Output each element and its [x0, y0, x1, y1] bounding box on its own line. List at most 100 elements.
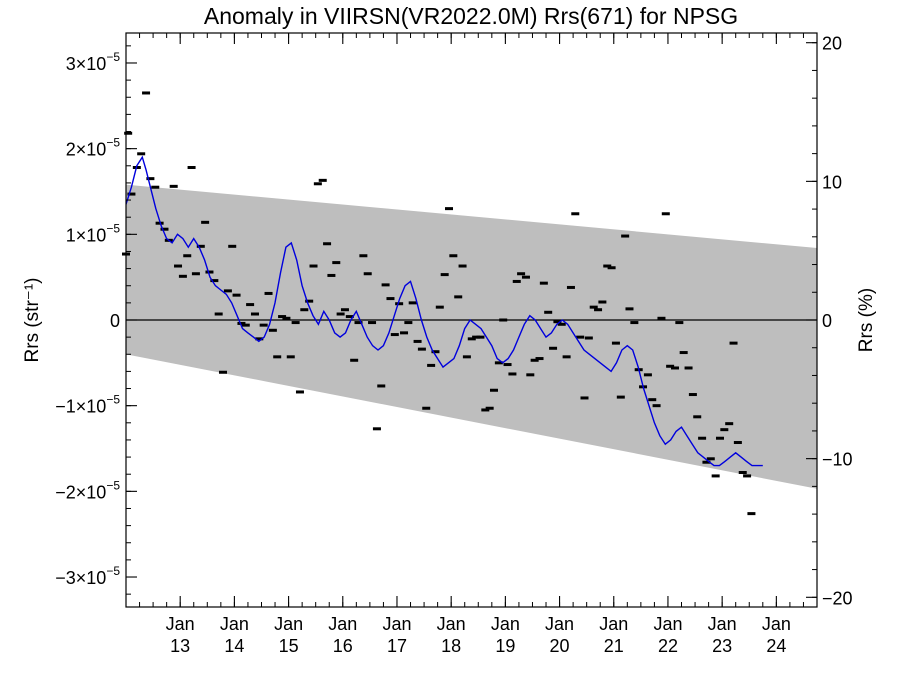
data-point	[449, 254, 458, 258]
data-point	[264, 291, 273, 295]
data-point	[688, 393, 697, 397]
data-point	[611, 341, 620, 345]
data-point	[431, 350, 440, 354]
y-left-tick-label: 3×10−5	[66, 50, 121, 74]
data-point	[241, 323, 250, 327]
data-point	[625, 307, 634, 311]
data-point	[435, 305, 444, 309]
data-point	[512, 279, 521, 283]
data-point	[137, 152, 146, 156]
data-point	[743, 474, 752, 478]
running-mean-line	[126, 155, 763, 467]
data-point	[422, 406, 431, 410]
data-point	[517, 272, 526, 276]
x-tick-label-month: Jan	[382, 614, 411, 634]
data-point	[390, 333, 399, 337]
y-left-tick-label: −2×10−5	[55, 478, 120, 502]
data-point	[210, 279, 219, 283]
x-tick-label-month: Jan	[653, 614, 682, 634]
data-point	[503, 363, 512, 367]
data-point	[363, 272, 372, 276]
data-point	[549, 346, 558, 350]
data-point	[738, 470, 747, 474]
y-left-tick-label: 2×10−5	[66, 136, 121, 160]
data-point	[657, 316, 666, 320]
x-tick-label-year: 17	[387, 636, 407, 656]
data-point	[305, 299, 314, 303]
data-point	[652, 404, 661, 408]
data-point	[309, 264, 318, 268]
data-point	[544, 310, 553, 314]
x-tick-label-year: 21	[604, 636, 624, 656]
x-tick-label-month: Jan	[166, 614, 195, 634]
data-point	[598, 300, 607, 304]
data-point	[530, 358, 539, 362]
data-point	[747, 512, 756, 516]
data-point	[183, 254, 192, 258]
x-tick-label-year: 20	[550, 636, 570, 656]
data-point	[454, 295, 463, 299]
data-point	[711, 474, 720, 478]
plot-area: Jan13Jan14Jan15Jan16Jan17Jan18Jan19Jan20…	[55, 32, 853, 656]
data-point	[191, 272, 200, 276]
data-point	[395, 302, 404, 306]
data-point	[485, 406, 494, 410]
data-point	[359, 254, 368, 258]
data-point	[467, 337, 476, 341]
data-point	[155, 221, 164, 225]
data-point	[671, 366, 680, 370]
x-tick-label-year: 22	[658, 636, 678, 656]
data-point	[445, 207, 454, 211]
data-point	[566, 285, 575, 289]
x-tick-label-year: 14	[224, 636, 244, 656]
x-tick-label-year: 18	[441, 636, 461, 656]
data-point	[472, 335, 481, 339]
data-point	[313, 182, 322, 186]
data-point	[246, 303, 255, 307]
data-point	[232, 293, 241, 297]
y-left-tick-label: 0	[110, 311, 120, 331]
x-tick-label-year: 24	[766, 636, 786, 656]
data-point	[702, 460, 711, 464]
data-point	[255, 337, 264, 341]
data-point	[458, 264, 467, 268]
y-axis-left-label: Rrs (str⁻¹)	[22, 278, 43, 363]
data-point	[462, 355, 471, 359]
x-tick-label-month: Jan	[437, 614, 466, 634]
data-point	[698, 436, 707, 440]
data-point	[679, 351, 688, 355]
data-point	[413, 339, 422, 343]
data-point	[381, 283, 390, 287]
data-point	[594, 308, 603, 312]
data-point	[146, 177, 155, 181]
data-point	[237, 321, 246, 325]
data-point	[616, 395, 625, 399]
data-point	[643, 373, 652, 377]
x-tick-label-month: Jan	[274, 614, 303, 634]
data-point	[178, 274, 187, 278]
data-point	[535, 357, 544, 361]
x-tick-label-month: Jan	[328, 614, 357, 634]
data-point	[174, 264, 183, 268]
data-point	[408, 301, 417, 305]
data-point	[584, 336, 593, 340]
data-point	[169, 184, 178, 188]
y-right-tick-label: 20	[822, 34, 842, 54]
x-tick-label-year: 23	[712, 636, 732, 656]
data-point	[725, 422, 734, 426]
data-point	[327, 273, 336, 277]
data-point	[259, 323, 268, 327]
data-point	[417, 347, 426, 351]
y-axis-right-label: Rrs (%)	[856, 288, 877, 352]
data-point	[278, 315, 287, 319]
x-tick-label-year: 16	[333, 636, 353, 656]
data-point	[372, 427, 381, 431]
data-point	[720, 428, 729, 432]
data-point	[729, 341, 738, 345]
data-point	[282, 316, 291, 320]
data-point	[377, 384, 386, 388]
data-point	[427, 363, 436, 367]
data-point	[223, 289, 232, 293]
data-point	[214, 312, 223, 316]
